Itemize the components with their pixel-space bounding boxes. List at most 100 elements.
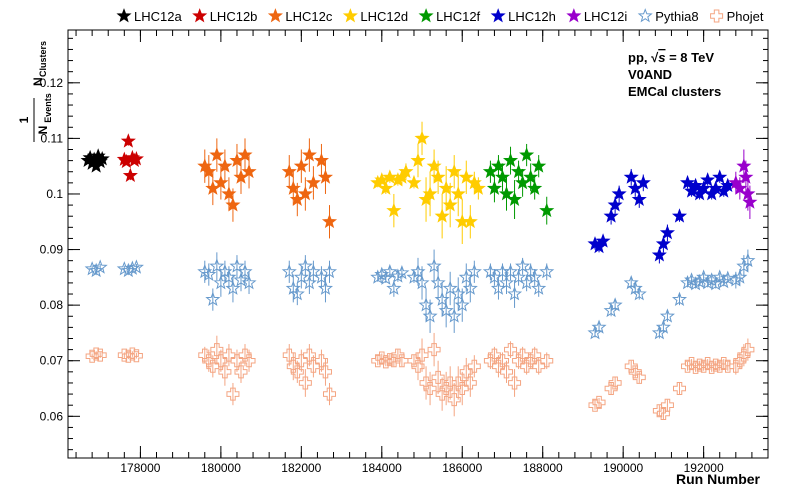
data-point: [124, 260, 140, 275]
data-point: [692, 273, 708, 289]
data-point: [628, 365, 642, 379]
y-title-numerator: 1: [17, 116, 31, 123]
legend-marker: [418, 8, 434, 23]
series-lhc12a: [80, 148, 110, 173]
data-point: [502, 152, 519, 168]
data-point: [680, 174, 696, 190]
data-point: [732, 269, 748, 284]
data-point: [515, 258, 531, 273]
y-tick-label: 0.1: [46, 187, 63, 201]
legend: LHC12a LHC12b LHC12c LHC12d LHC12f LHC12h LHC1…: [116, 8, 764, 24]
series-phojet: [85, 332, 755, 421]
data-point: [305, 263, 321, 279]
legend-item-lhc12b: LHC12b: [192, 8, 257, 24]
data-point: [321, 263, 338, 279]
data-point: [371, 354, 385, 368]
y-axis-title: 1 N Events N Clusters: [17, 41, 53, 142]
data-point: [435, 387, 449, 401]
data-point: [652, 404, 666, 418]
annotation-block: pp, √s = 8 TeV V0AND EMCal clusters: [628, 50, 721, 99]
legend-item-lhc12d: LHC12d: [342, 8, 408, 24]
data-point: [298, 376, 312, 390]
data-point: [660, 398, 674, 412]
data-point: [293, 158, 309, 173]
data-point: [498, 186, 515, 201]
legend-marker: [192, 8, 208, 23]
data-point: [218, 365, 232, 379]
data-point: [406, 174, 422, 190]
data-point: [611, 186, 627, 201]
data-point: [238, 348, 252, 362]
legend-marker: [267, 8, 283, 23]
data-point: [394, 264, 410, 280]
data-point: [624, 359, 638, 373]
data-point: [500, 365, 514, 379]
data-point: [314, 354, 328, 368]
data-point: [293, 269, 309, 284]
data-point: [306, 359, 320, 373]
data-point: [540, 354, 554, 368]
y-title-denominator-n: N: [36, 126, 50, 135]
data-point: [504, 343, 518, 357]
legend-label: LHC12c: [285, 9, 332, 24]
data-point: [301, 274, 317, 290]
data-point: [241, 163, 257, 179]
data-point: [202, 354, 216, 368]
legend-label: Pythia8: [655, 9, 698, 24]
data-point: [716, 273, 732, 289]
data-point: [467, 359, 481, 373]
data-point: [627, 280, 643, 295]
data-point: [607, 297, 623, 312]
data-point: [210, 343, 224, 357]
data-point: [527, 269, 543, 284]
data-point: [93, 348, 107, 362]
data-point: [297, 186, 313, 201]
data-point: [281, 263, 297, 279]
data-point: [221, 269, 237, 284]
data-point: [539, 263, 555, 279]
data-point: [631, 191, 647, 206]
data-point: [531, 158, 547, 173]
data-point: [450, 186, 466, 201]
data-point: [463, 376, 477, 390]
data-point: [732, 180, 748, 195]
data-point: [470, 180, 486, 195]
data-point: [426, 158, 442, 173]
plot-frame: [67, 29, 769, 459]
series-lhc12i: [728, 149, 758, 219]
annotation-energy: pp, √s = 8 TeV: [628, 50, 714, 65]
annotation-clusters: EMCal clusters: [628, 84, 721, 99]
data-point: [728, 174, 744, 190]
x-tick-label: 192000: [684, 461, 724, 475]
data-point: [466, 174, 482, 190]
data-point: [410, 263, 426, 279]
data-point: [462, 280, 478, 295]
legend-item-lhc12f: LHC12f: [418, 8, 481, 24]
data-point: [430, 274, 446, 290]
data-point: [459, 365, 473, 379]
data-point: [671, 208, 688, 223]
legend-item-pythia8: Pythia8: [637, 8, 699, 24]
data-point: [285, 180, 301, 195]
x-tick-label: 186000: [442, 461, 482, 475]
data-point: [712, 169, 728, 184]
data-point: [125, 347, 139, 361]
data-point: [289, 286, 305, 301]
series-lhc12f: [482, 143, 555, 225]
data-point: [415, 348, 429, 362]
legend-marker: [490, 8, 506, 23]
data-point: [490, 158, 506, 173]
data-point: [688, 177, 704, 193]
data-point: [302, 348, 316, 362]
y-tick-label: 0.12: [40, 76, 64, 90]
data-point: [623, 169, 639, 184]
y-tick-label: 0.08: [40, 298, 64, 312]
data-point: [434, 208, 450, 223]
data-point: [635, 174, 651, 190]
data-point: [427, 343, 441, 357]
y-tick-label: 0.11: [41, 131, 64, 145]
legend-item-lhc12h: LHC12h: [490, 8, 556, 24]
y-axis: 0.06 0.07 0.08 0.09 0.1 0.11 0.12: [40, 37, 768, 451]
data-point: [321, 213, 338, 229]
legend-marker: [637, 8, 653, 23]
